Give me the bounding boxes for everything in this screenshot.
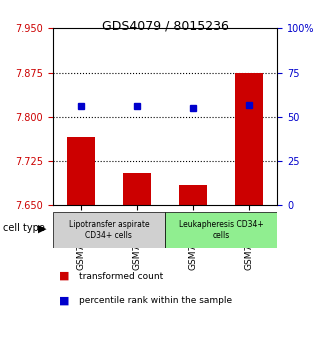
Text: transformed count: transformed count <box>79 272 163 281</box>
Text: ■: ■ <box>59 296 70 306</box>
Bar <box>235 73 263 205</box>
Text: ▶: ▶ <box>38 223 46 233</box>
FancyBboxPatch shape <box>53 212 165 248</box>
Bar <box>123 173 151 205</box>
Text: Lipotransfer aspirate
CD34+ cells: Lipotransfer aspirate CD34+ cells <box>69 221 149 240</box>
Text: GDS4079 / 8015236: GDS4079 / 8015236 <box>102 19 228 33</box>
Bar <box>179 185 207 205</box>
Text: Leukapheresis CD34+
cells: Leukapheresis CD34+ cells <box>179 221 263 240</box>
Text: ■: ■ <box>59 271 70 281</box>
Text: percentile rank within the sample: percentile rank within the sample <box>79 296 232 306</box>
FancyBboxPatch shape <box>165 212 277 248</box>
Text: cell type: cell type <box>3 223 45 233</box>
Bar <box>67 137 95 205</box>
